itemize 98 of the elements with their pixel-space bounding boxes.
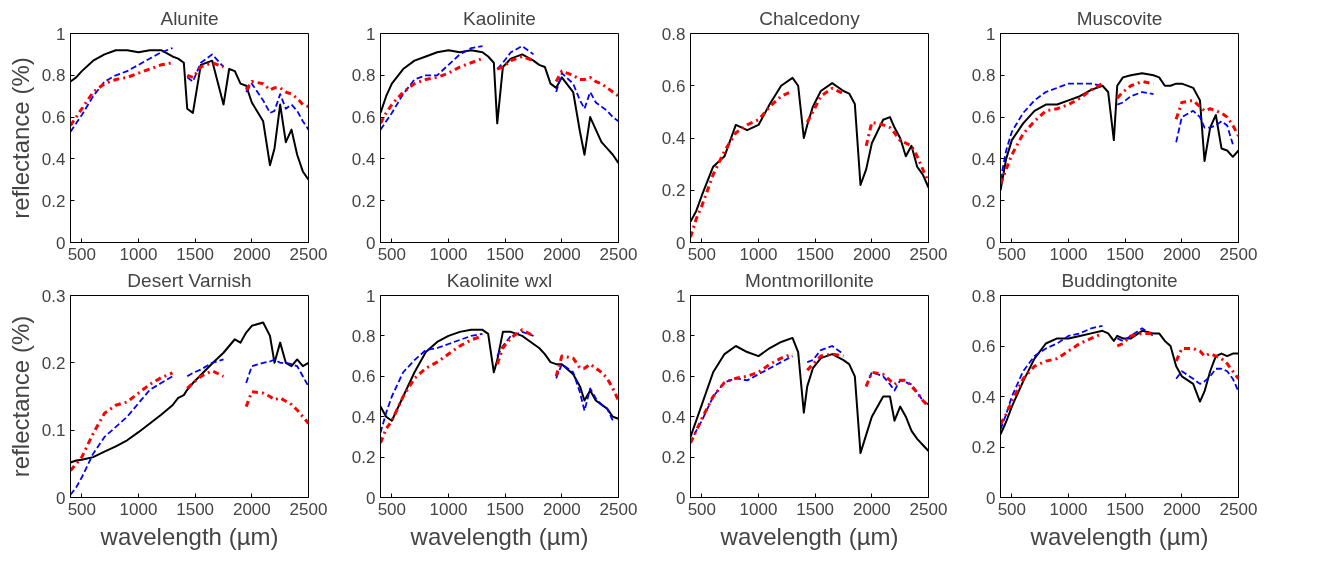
x-tick-label: 1000	[1049, 244, 1088, 264]
y-tick-label: 0.2	[41, 191, 66, 211]
y-tick-label: 0.2	[661, 448, 686, 468]
x-tick-label: 500	[997, 499, 1027, 519]
x-tick-label: 1500	[176, 244, 215, 264]
x-tick-label: 500	[377, 499, 407, 519]
y-axis-title: reflectance (%)	[6, 57, 34, 219]
x-tick-label: 1000	[1049, 499, 1088, 519]
y-tick-label: 0.2	[971, 438, 996, 457]
y-tick-label: 0.4	[661, 407, 686, 427]
x-tick-label: 1500	[176, 499, 215, 519]
x-tick-label: 500	[67, 244, 97, 264]
x-tick-label: 2000	[542, 244, 581, 264]
y-tick-label: 0.8	[661, 24, 686, 44]
y-tick-label: 0.3	[41, 286, 66, 306]
chart-title: Kaolinite wxl	[446, 269, 553, 291]
y-tick-label: 1	[366, 286, 376, 306]
chart-title: Buddingtonite	[1061, 269, 1178, 291]
y-tick-label: 0.8	[41, 66, 66, 86]
y-tick-label: 0.6	[351, 367, 376, 387]
x-tick-label: 2500	[909, 499, 948, 519]
chart-title: Montmorillonite	[745, 269, 874, 291]
y-tick-label: 0.4	[971, 387, 996, 407]
y-tick-label: 0	[676, 488, 686, 508]
y-tick-label: 0.2	[351, 448, 376, 468]
y-tick-label: 0.8	[661, 326, 686, 346]
y-tick-label: 0	[56, 488, 66, 508]
chart-title: Desert Varnish	[127, 269, 252, 291]
x-tick-label: 2500	[289, 499, 328, 519]
x-tick-label: 2500	[599, 499, 638, 519]
y-tick-label: 1	[366, 24, 376, 44]
x-tick-label: 1500	[486, 244, 525, 264]
y-tick-label: 1	[986, 24, 996, 44]
x-tick-label: 1000	[429, 499, 468, 519]
x-tick-label: 1500	[796, 499, 835, 519]
chart-title: Chalcedony	[759, 7, 861, 29]
y-tick-label: 0.8	[971, 286, 996, 306]
x-tick-label: 500	[997, 244, 1027, 264]
y-tick-label: 0	[56, 233, 66, 253]
y-axis-title: reflectance (%)	[6, 315, 34, 478]
x-tick-label: 1500	[486, 499, 525, 519]
y-tick-label: 0	[366, 233, 376, 253]
y-tick-label: 0	[366, 488, 376, 508]
x-tick-label: 2500	[1219, 499, 1258, 519]
y-tick-label: 0.2	[971, 191, 996, 211]
x-tick-label: 1500	[1106, 244, 1145, 264]
x-tick-label: 2500	[289, 244, 328, 264]
y-tick-label: 0.4	[351, 407, 376, 427]
y-tick-label: 1	[56, 24, 66, 44]
chart-title: Kaolinite	[463, 7, 536, 29]
y-tick-label: 0	[676, 233, 686, 253]
x-tick-label: 500	[377, 244, 407, 264]
y-tick-label: 0.6	[661, 76, 686, 96]
x-axis-title: wavelength (µm)	[719, 522, 899, 550]
y-tick-label: 0.1	[41, 421, 66, 441]
y-tick-label: 0.6	[661, 367, 686, 387]
y-tick-label: 0.4	[661, 129, 686, 148]
x-tick-label: 2000	[1162, 499, 1201, 519]
x-tick-label: 2500	[599, 244, 638, 264]
y-tick-label: 0.4	[41, 149, 66, 169]
x-tick-label: 1000	[119, 499, 158, 519]
y-tick-label: 0	[986, 488, 996, 508]
y-tick-label: 0.2	[661, 181, 686, 201]
x-tick-label: 500	[687, 499, 717, 519]
x-tick-label: 2000	[852, 499, 891, 519]
x-tick-label: 1500	[1106, 499, 1145, 519]
x-tick-label: 2000	[852, 244, 891, 264]
y-tick-label: 0.6	[351, 108, 376, 128]
x-tick-label: 500	[67, 499, 97, 519]
x-tick-label: 2000	[1162, 244, 1201, 264]
x-tick-label: 1000	[739, 499, 778, 519]
y-tick-label: 0.8	[971, 66, 996, 86]
y-tick-label: 0.4	[971, 149, 996, 169]
y-tick-label: 0.6	[971, 108, 996, 128]
x-tick-label: 2000	[232, 244, 271, 264]
x-axis-title: wavelength (µm)	[99, 522, 279, 550]
y-tick-label: 0.6	[971, 337, 996, 356]
x-tick-label: 1000	[119, 244, 158, 264]
y-tick-label: 0	[986, 233, 996, 253]
x-tick-label: 2500	[1219, 244, 1258, 264]
chart-title: Alunite	[160, 7, 219, 29]
x-tick-label: 2000	[542, 499, 581, 519]
y-tick-label: 0.8	[351, 66, 376, 86]
chart-title: Muscovite	[1076, 7, 1163, 29]
y-tick-label: 0.2	[351, 191, 376, 211]
x-axis-title: wavelength (µm)	[1029, 522, 1209, 550]
x-tick-label: 1500	[796, 244, 835, 264]
x-tick-label: 500	[687, 244, 717, 264]
x-axis-title: wavelength (µm)	[409, 522, 589, 550]
x-tick-label: 1000	[429, 244, 468, 264]
x-tick-label: 1000	[739, 244, 778, 264]
x-tick-label: 2500	[909, 244, 948, 264]
y-tick-label: 1	[676, 286, 686, 306]
y-tick-label: 0.4	[351, 149, 376, 169]
y-tick-label: 0.6	[41, 108, 66, 128]
y-tick-label: 0.8	[351, 326, 376, 346]
x-tick-label: 2000	[232, 499, 271, 519]
y-tick-label: 0.2	[41, 353, 66, 373]
